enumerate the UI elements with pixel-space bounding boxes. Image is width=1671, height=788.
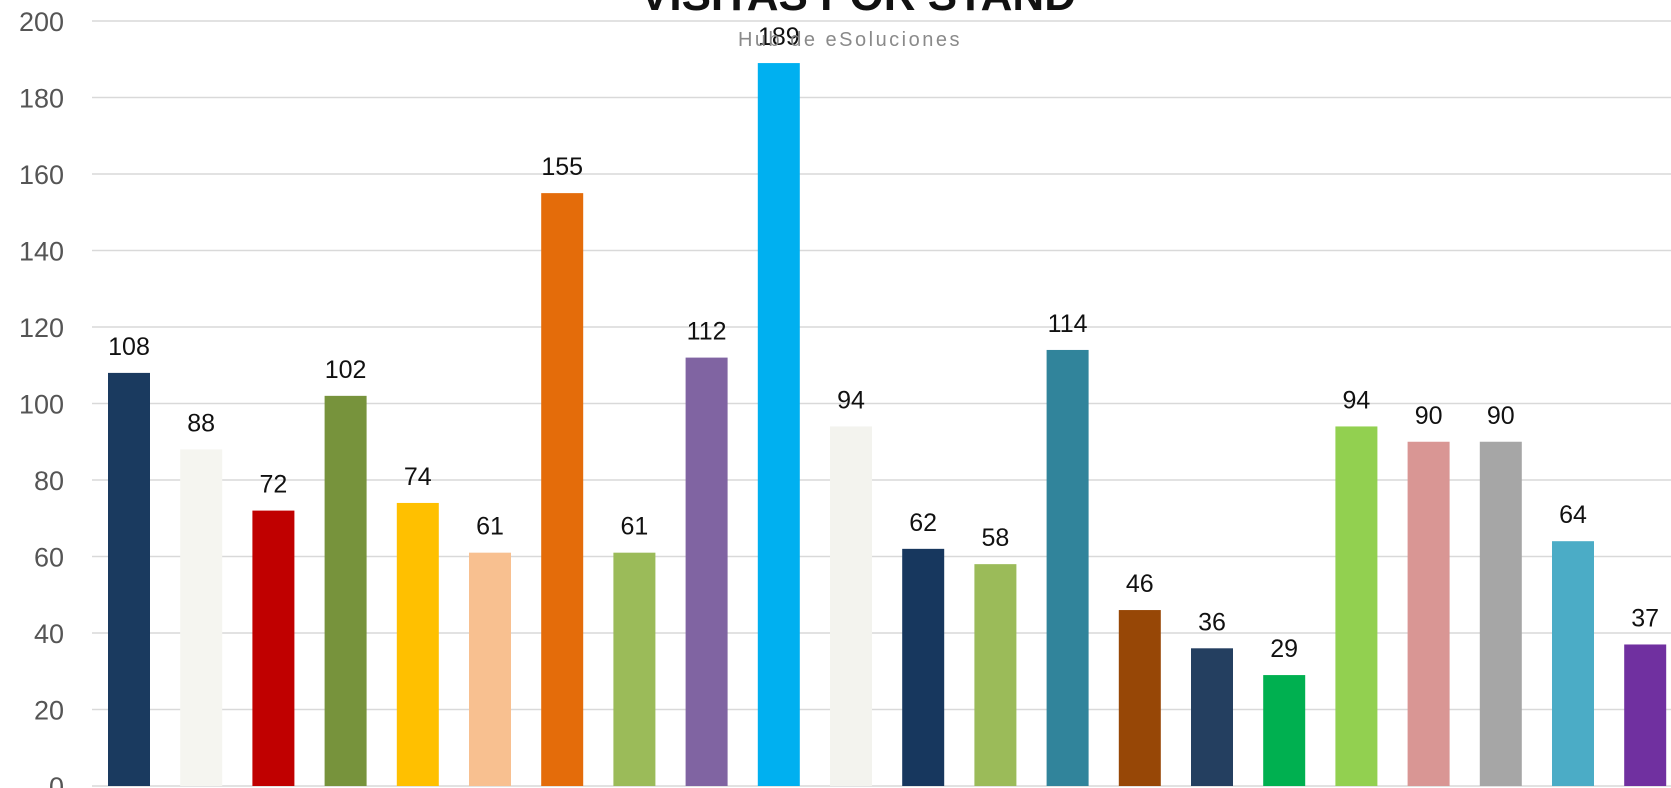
data-label: 46 bbox=[1126, 570, 1154, 598]
bars bbox=[108, 63, 1667, 786]
y-tick-label: 180 bbox=[19, 84, 64, 114]
y-tick-label: 40 bbox=[34, 619, 64, 649]
data-label: 155 bbox=[541, 153, 583, 181]
y-tick-label: 120 bbox=[19, 313, 64, 343]
bar bbox=[830, 426, 872, 786]
data-labels: 108 88 72 102 74 61 155 61 112 189 94 62 58 114 46 36 29… bbox=[108, 23, 1659, 663]
bar bbox=[757, 63, 800, 786]
bar bbox=[1552, 541, 1594, 786]
bar bbox=[613, 552, 656, 786]
y-tick-label: 140 bbox=[19, 237, 64, 267]
chart-title: VISITAS POR STAND bbox=[640, 0, 1076, 20]
data-label: 102 bbox=[325, 356, 367, 384]
data-label: 61 bbox=[476, 513, 504, 541]
bar bbox=[469, 552, 511, 786]
data-label: 88 bbox=[187, 409, 215, 437]
bar bbox=[108, 372, 150, 786]
data-label: 108 bbox=[108, 333, 150, 361]
bar bbox=[1046, 349, 1089, 786]
y-tick-label: 0 bbox=[49, 772, 64, 788]
bar bbox=[1479, 441, 1522, 786]
y-tick-label: 200 bbox=[19, 7, 64, 37]
bar bbox=[396, 502, 439, 786]
bar bbox=[1335, 426, 1378, 786]
data-label: 37 bbox=[1631, 604, 1659, 632]
data-label: 94 bbox=[1342, 386, 1370, 414]
data-label: 58 bbox=[981, 524, 1009, 552]
data-label: 61 bbox=[620, 513, 648, 541]
bar bbox=[1118, 610, 1161, 786]
y-tick-label: 60 bbox=[34, 543, 64, 573]
bar bbox=[324, 395, 367, 786]
bar bbox=[974, 564, 1017, 786]
bar bbox=[541, 193, 584, 786]
data-label: 189 bbox=[758, 23, 800, 51]
data-label: 62 bbox=[909, 509, 937, 537]
y-tick-label: 80 bbox=[34, 466, 64, 496]
data-label: 90 bbox=[1415, 402, 1443, 430]
data-label: 94 bbox=[837, 386, 865, 414]
bar bbox=[180, 449, 223, 786]
bar bbox=[1407, 441, 1450, 786]
bar bbox=[1191, 648, 1233, 786]
y-tick-label: 20 bbox=[34, 696, 64, 726]
bar bbox=[1263, 675, 1306, 786]
data-label: 114 bbox=[1048, 310, 1088, 338]
data-label: 74 bbox=[404, 463, 432, 491]
bar bbox=[252, 510, 295, 786]
data-label: 90 bbox=[1487, 402, 1515, 430]
chart-subtitle: Hub de eSoluciones bbox=[738, 29, 962, 51]
data-label: 72 bbox=[259, 471, 287, 499]
y-tick-label: 160 bbox=[19, 160, 64, 190]
y-axis-tick-labels: 0 20 40 60 80 100 120 140 160 180 200 bbox=[19, 7, 64, 788]
data-label: 112 bbox=[687, 318, 727, 346]
bar bbox=[902, 548, 945, 786]
y-tick-label: 100 bbox=[19, 390, 64, 420]
data-label: 29 bbox=[1270, 635, 1298, 663]
bar bbox=[1624, 644, 1667, 786]
bar bbox=[685, 357, 728, 786]
data-label: 64 bbox=[1559, 501, 1587, 529]
data-label: 36 bbox=[1198, 608, 1226, 636]
